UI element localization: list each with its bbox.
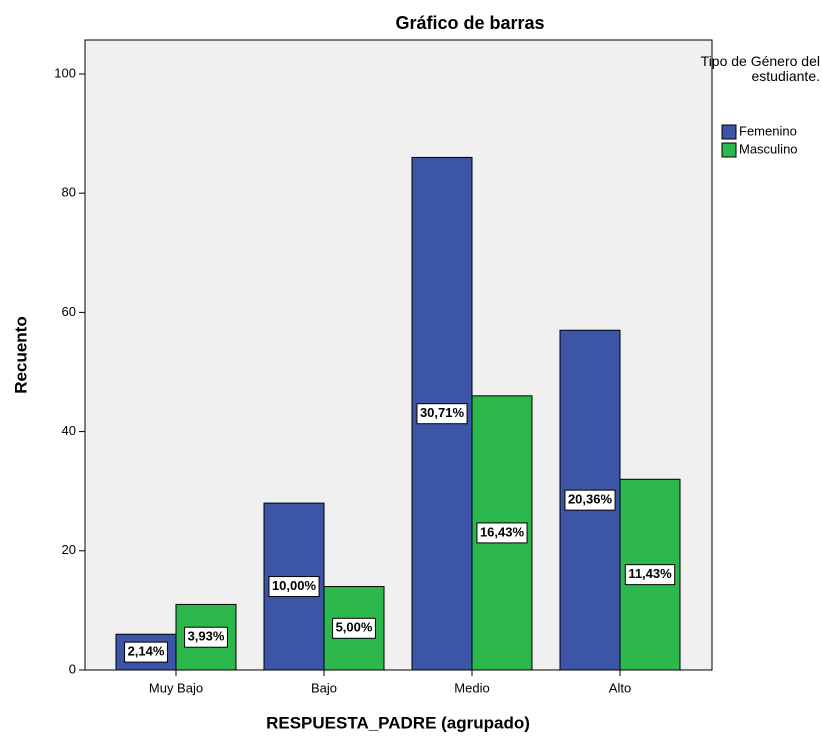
x-axis-label: RESPUESTA_PADRE (agrupado) [266,713,530,732]
data-label: 10,00% [272,578,317,593]
legend-title-box: Tipo de Género del estudiante. [700,54,820,84]
data-label-box [184,626,228,648]
y-tick-label: 40 [62,423,76,438]
x-tick-label: Muy Bajo [149,680,203,695]
x-tick-label: Medio [454,680,489,695]
data-label: 3,93% [188,629,225,644]
data-label: 5,00% [336,620,373,635]
y-tick-label: 20 [62,542,76,557]
y-tick-label: 100 [54,65,76,80]
legend-title: Tipo de Género del estudiante. [700,54,820,84]
legend-swatch [721,124,737,140]
data-label-box [124,641,168,663]
legend-label: Masculino [739,141,798,156]
chart-title: Gráfico de barras [395,13,544,33]
data-label-box [564,489,616,511]
y-tick-label: 80 [62,185,76,200]
x-tick-label: Bajo [311,680,337,695]
data-label: 2,14% [128,644,165,659]
y-tick-label: 0 [69,661,76,676]
data-label-box [476,522,528,544]
legend-swatch [721,142,737,158]
data-label-box [624,564,676,586]
data-label: 30,71% [420,405,465,420]
data-label-box [268,576,320,598]
y-axis-label: Recuento [11,316,30,393]
data-label-box [332,617,376,639]
data-label: 16,43% [480,524,525,539]
y-tick-label: 60 [62,304,76,319]
legend-label: Femenino [739,123,797,138]
data-label: 11,43% [628,566,672,581]
data-label: 20,36% [568,492,613,507]
data-label-box [416,403,468,425]
x-tick-label: Alto [609,680,631,695]
